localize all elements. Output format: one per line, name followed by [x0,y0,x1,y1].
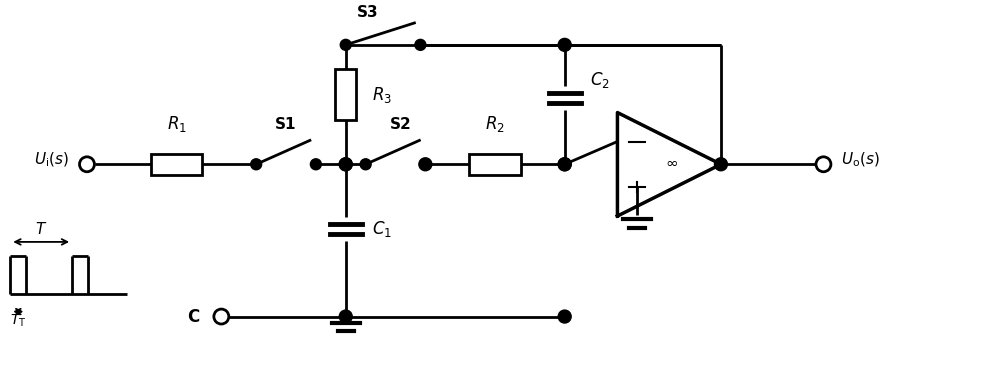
Circle shape [80,157,94,172]
Circle shape [339,310,352,323]
Circle shape [214,309,229,324]
Text: S1: S1 [275,117,297,132]
Circle shape [816,157,831,172]
Text: $R_1$: $R_1$ [167,114,187,134]
Circle shape [714,158,727,171]
Circle shape [419,158,432,171]
Circle shape [558,158,571,171]
Circle shape [360,159,371,170]
Circle shape [251,159,262,170]
Circle shape [339,158,352,171]
Text: $C_2$: $C_2$ [590,70,609,90]
Text: $R_2$: $R_2$ [485,114,505,134]
Bar [151,154,202,175]
Circle shape [558,158,571,171]
Bar [469,154,521,175]
Text: $\infty$: $\infty$ [665,155,678,170]
Text: S3: S3 [357,5,378,20]
Text: S2: S2 [390,117,411,132]
Circle shape [310,159,321,170]
Text: $T_\mathrm{T}$: $T_\mathrm{T}$ [10,313,27,329]
Circle shape [339,158,352,171]
Circle shape [558,38,571,51]
Text: $U_\mathrm{i}(s)$: $U_\mathrm{i}(s)$ [34,150,69,169]
Text: $T$: $T$ [35,221,47,237]
Circle shape [415,39,426,50]
Text: $U_\mathrm{o}(s)$: $U_\mathrm{o}(s)$ [841,150,880,169]
Circle shape [558,310,571,323]
Text: C: C [187,307,199,325]
Text: $C_1$: $C_1$ [372,219,392,239]
Circle shape [340,39,351,50]
Text: $R_3$: $R_3$ [372,85,392,105]
Circle shape [420,159,431,170]
Bar [335,69,356,121]
